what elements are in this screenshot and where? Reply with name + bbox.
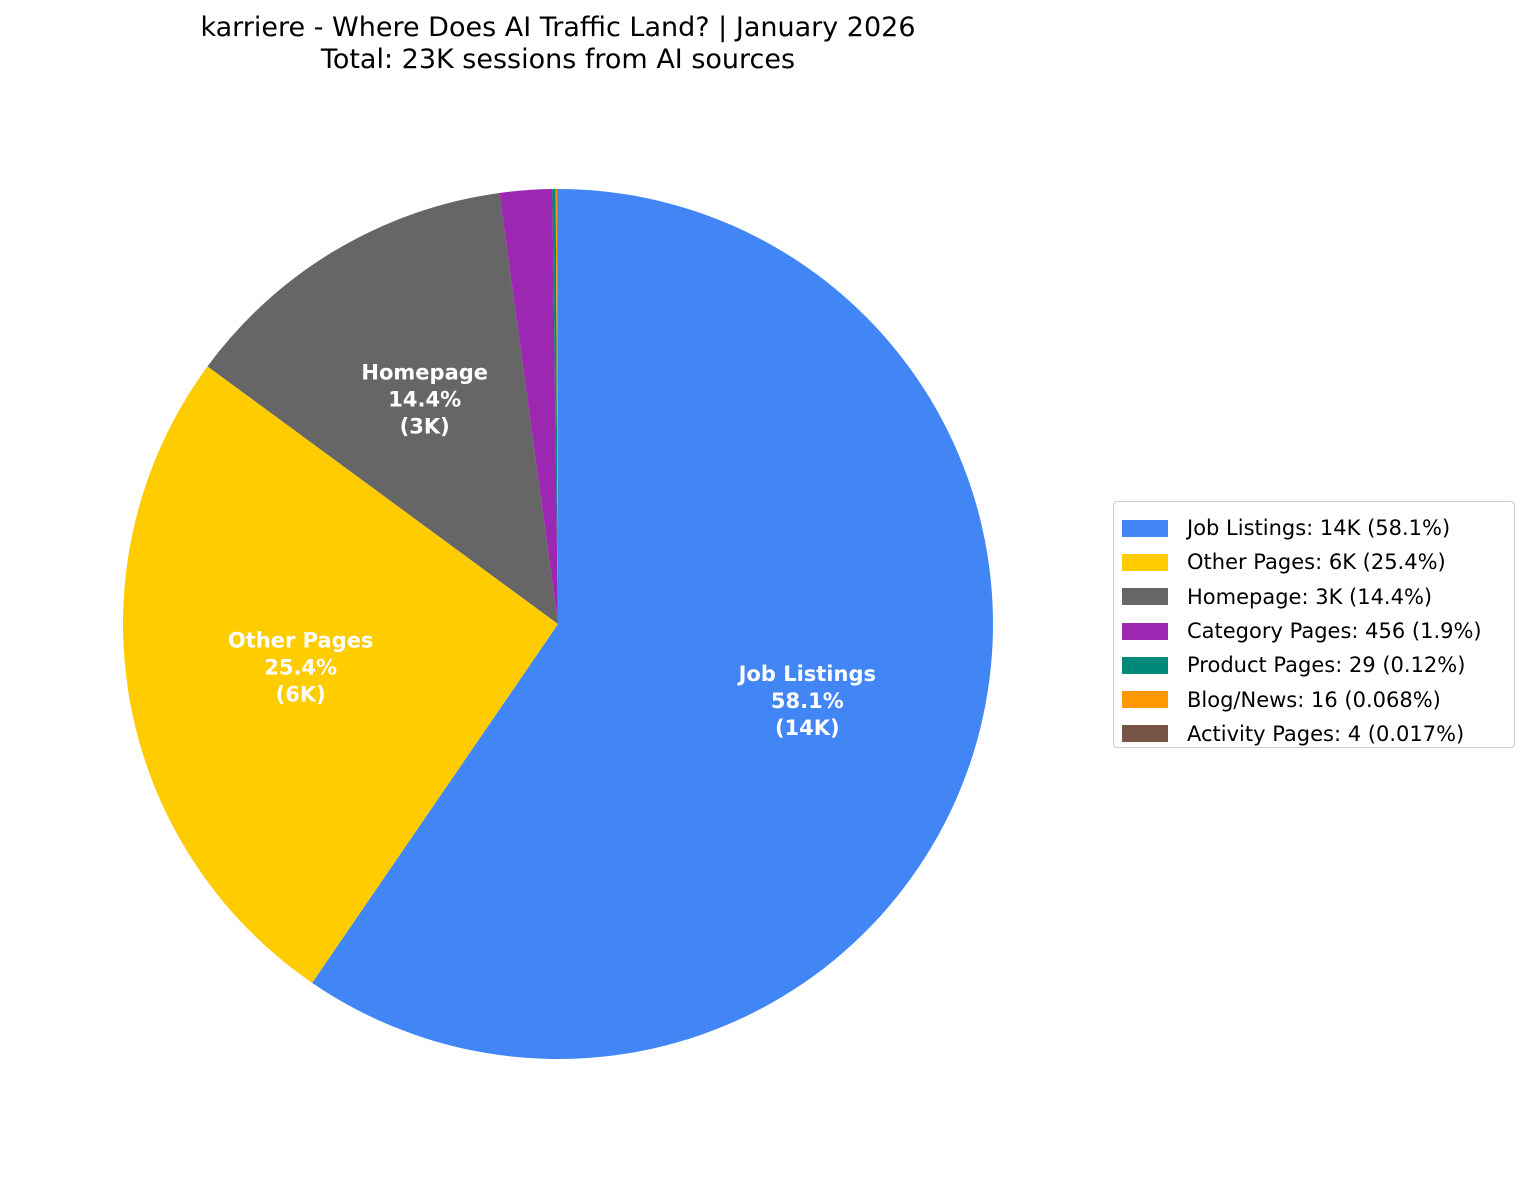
- legend-label: Homepage: 3K (14.4%): [1187, 584, 1433, 609]
- pie-data-label: 14.4%: [388, 388, 461, 412]
- legend-swatch: [1122, 588, 1168, 606]
- legend-item: Job Listings: 14K (58.1%): [1122, 511, 1514, 545]
- chart-subtitle: Total: 23K sessions from AI sources: [320, 44, 796, 75]
- pie-slice-blog-news: [555, 189, 558, 624]
- legend-item: Blog/News: 16 (0.068%): [1122, 682, 1514, 716]
- pie-slice-category-pages: [499, 189, 558, 625]
- pie-data-label: Job Listings: [737, 662, 876, 686]
- chart-legend: Job Listings: 14K (58.1%) Other Pages: 6…: [1113, 501, 1515, 748]
- legend-label: Job Listings: 14K (58.1%): [1187, 516, 1451, 541]
- pie-slice-product-pages: [552, 189, 558, 624]
- legend-swatch: [1122, 691, 1168, 709]
- pie-slice-homepage: [207, 192, 559, 624]
- legend-swatch: [1122, 725, 1168, 743]
- legend-item: Product Pages: 29 (0.12%): [1122, 648, 1514, 682]
- legend-label: Other Pages: 6K (25.4%): [1187, 550, 1446, 575]
- legend-item: Activity Pages: 4 (0.017%): [1122, 717, 1514, 751]
- pie-data-label: (6K): [276, 683, 326, 707]
- pie-data-label: (3K): [400, 415, 450, 439]
- legend-label: Activity Pages: 4 (0.017%): [1187, 721, 1465, 746]
- legend-label: Product Pages: 29 (0.12%): [1187, 653, 1466, 678]
- pie-data-label: 58.1%: [771, 689, 844, 713]
- chart-title-block: karriere - Where Does AI Traffic Land? |…: [0, 12, 1116, 76]
- legend-swatch: [1122, 553, 1168, 571]
- legend-label: Category Pages: 456 (1.9%): [1187, 619, 1482, 644]
- legend-swatch: [1122, 622, 1168, 640]
- pie-data-label: 25.4%: [264, 656, 337, 680]
- pie-data-label: (14K): [775, 716, 840, 740]
- legend-item: Homepage: 3K (14.4%): [1122, 580, 1514, 614]
- legend-swatch: [1122, 656, 1168, 674]
- pie-data-label: Other Pages: [228, 629, 374, 653]
- pie-slice-other-pages: [123, 366, 559, 983]
- pie-slice-job-listings: [312, 189, 994, 1060]
- legend-label: Blog/News: 16 (0.068%): [1187, 687, 1441, 712]
- pie-data-label: Homepage: [361, 361, 488, 385]
- legend-item: Category Pages: 456 (1.9%): [1122, 614, 1514, 648]
- legend-item: Other Pages: 6K (25.4%): [1122, 545, 1514, 579]
- legend-swatch: [1122, 519, 1168, 537]
- chart-title: karriere - Where Does AI Traffic Land? |…: [200, 12, 916, 43]
